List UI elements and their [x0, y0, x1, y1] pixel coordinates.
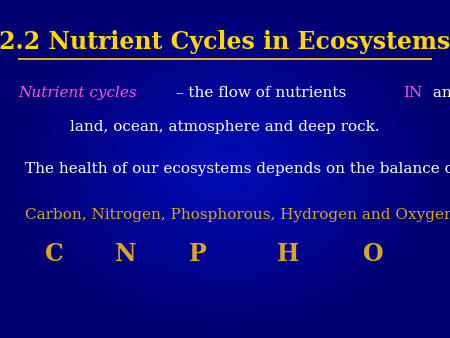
- Text: IN: IN: [404, 86, 423, 100]
- Text: C: C: [45, 242, 63, 266]
- Text: The health of our ecosystems depends on the balance of:: The health of our ecosystems depends on …: [25, 162, 450, 176]
- Text: and: and: [428, 86, 450, 100]
- Text: 2.2 Nutrient Cycles in Ecosystems: 2.2 Nutrient Cycles in Ecosystems: [0, 30, 450, 54]
- Text: – the flow of nutrients: – the flow of nutrients: [171, 86, 351, 100]
- Text: P: P: [189, 242, 207, 266]
- Text: N: N: [115, 242, 137, 266]
- Text: H: H: [277, 242, 299, 266]
- Text: O: O: [363, 242, 384, 266]
- Text: 2.2 Nutrient Cycles in Ecosystems: 2.2 Nutrient Cycles in Ecosystems: [0, 337, 1, 338]
- Text: Nutrient cycles: Nutrient cycles: [18, 86, 137, 100]
- Text: Carbon, Nitrogen, Phosphorous, Hydrogen and Oxygen: Carbon, Nitrogen, Phosphorous, Hydrogen …: [25, 208, 450, 222]
- Text: land, ocean, atmosphere and deep rock.: land, ocean, atmosphere and deep rock.: [70, 120, 380, 134]
